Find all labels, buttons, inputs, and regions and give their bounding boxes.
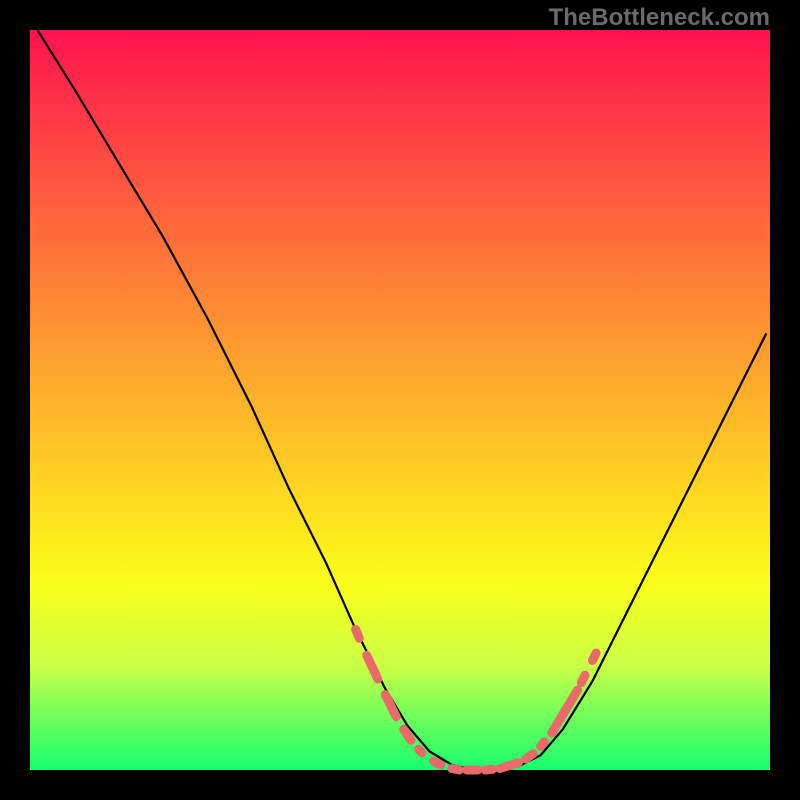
chart-svg — [0, 0, 800, 800]
cluster-dash — [592, 653, 596, 660]
cluster-dash — [367, 655, 378, 679]
cluster-dash — [385, 695, 396, 717]
cluster-dash — [485, 769, 492, 770]
cluster-dash — [526, 754, 533, 759]
cluster-dash — [581, 675, 585, 682]
outer-frame: TheBottleneck.com — [0, 0, 800, 800]
cluster-dash — [541, 742, 545, 746]
cluster-dash — [356, 629, 360, 638]
cluster-dash — [404, 729, 411, 740]
cluster-dash — [452, 769, 459, 770]
cluster-dash — [433, 761, 440, 765]
cluster-dash — [419, 749, 423, 753]
bottleneck-curve — [37, 30, 766, 770]
cluster-dash — [500, 763, 519, 769]
